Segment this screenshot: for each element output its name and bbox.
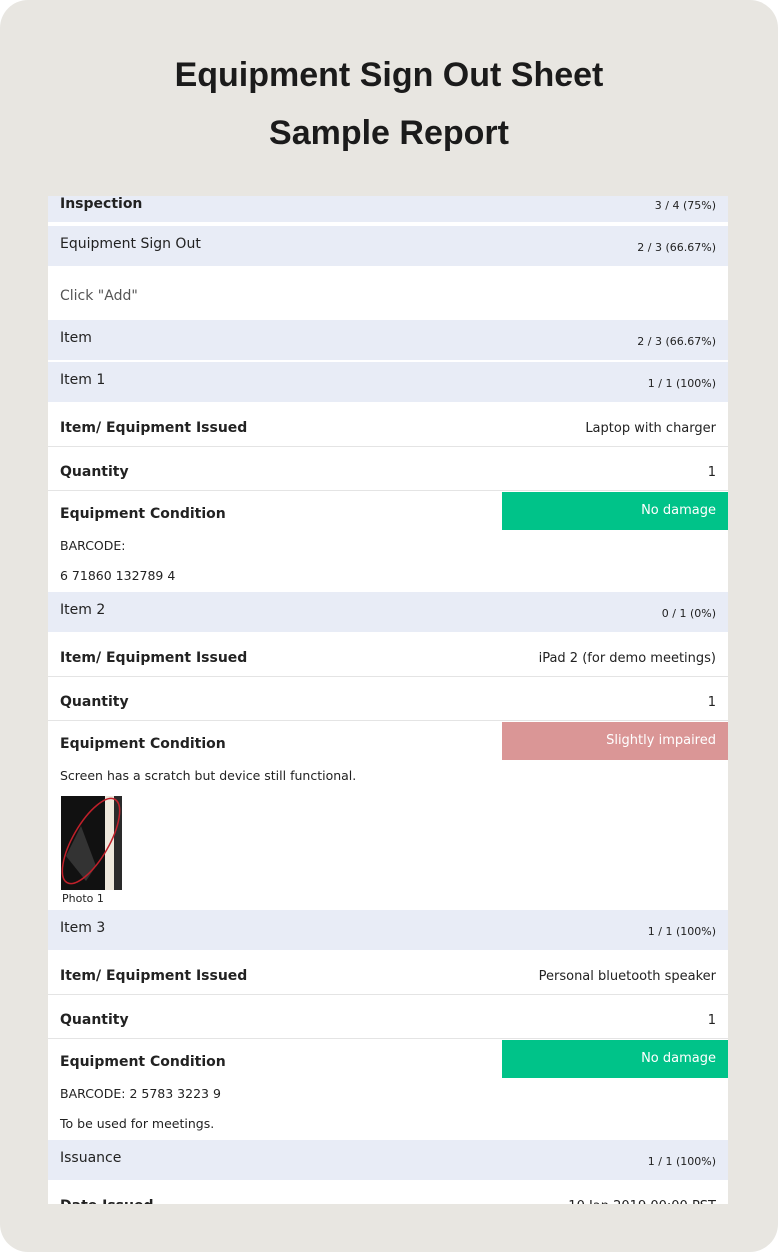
field-value: Personal bluetooth speaker	[538, 969, 716, 984]
field-row: Item/ Equipment Issued Personal bluetooth…	[48, 952, 728, 995]
field-label: Equipment Condition	[60, 1054, 226, 1070]
section-row: Item 3 1 / 1 (100%)	[48, 910, 728, 950]
field-row: Date Issued 10 Jan 2019 00:00 PST	[48, 1182, 728, 1204]
field-value: Laptop with charger	[585, 421, 716, 436]
note-row: BARCODE:	[48, 532, 728, 562]
section-score: 1 / 1 (100%)	[647, 1155, 716, 1168]
condition-row: Equipment Condition Slightly impaired	[48, 722, 728, 762]
field-value: iPad 2 (for demo meetings)	[538, 651, 716, 666]
photo-thumbnail	[61, 796, 122, 890]
field-row: Quantity 1	[48, 448, 728, 491]
field-label: Quantity	[60, 694, 129, 710]
section-score: 0 / 1 (0%)	[661, 607, 716, 620]
note-row: BARCODE: 2 5783 3223 9	[48, 1080, 728, 1110]
field-row: Quantity 1	[48, 996, 728, 1039]
condition-row: Equipment Condition No damage	[48, 1040, 728, 1080]
section-label: Equipment Sign Out	[60, 236, 201, 252]
section-score: 1 / 1 (100%)	[647, 377, 716, 390]
section-row: Item 2 0 / 1 (0%)	[48, 592, 728, 632]
section-score: 3 / 4 (75%)	[654, 199, 716, 212]
field-label: Date Issued	[60, 1198, 154, 1204]
section-row: Item 2 / 3 (66.67%)	[48, 320, 728, 360]
hint-row: Click "Add"	[48, 268, 728, 320]
note-text: BARCODE:	[60, 538, 126, 553]
field-value: 10 Jan 2019 00:00 PST	[568, 1199, 716, 1204]
field-label: Item/ Equipment Issued	[60, 968, 248, 984]
field-row: Item/ Equipment Issued Laptop with charge…	[48, 404, 728, 447]
condition-badge: No damage	[502, 492, 728, 530]
section-row: Item 1 1 / 1 (100%)	[48, 362, 728, 402]
photo-caption: Photo 1	[62, 892, 104, 905]
field-label: Quantity	[60, 1012, 129, 1028]
section-label: Inspection	[60, 196, 143, 212]
section-score: 2 / 3 (66.67%)	[637, 241, 716, 254]
field-label: Quantity	[60, 464, 129, 480]
field-label: Item/ Equipment Issued	[60, 650, 248, 666]
field-value: 1	[707, 1013, 716, 1028]
note-text: To be used for meetings.	[60, 1116, 215, 1131]
section-row: Inspection 3 / 4 (75%)	[48, 196, 728, 222]
note-row: Screen has a scratch but device still fu…	[48, 762, 728, 792]
hint-text: Click "Add"	[60, 288, 138, 304]
field-row: Quantity 1	[48, 678, 728, 721]
note-row: To be used for meetings.	[48, 1110, 728, 1140]
section-label: Item 3	[60, 920, 106, 936]
field-label: Item/ Equipment Issued	[60, 420, 248, 436]
note-text: BARCODE: 2 5783 3223 9	[60, 1086, 221, 1101]
note-row: 6 71860 132789 4	[48, 562, 728, 592]
field-value: 1	[707, 465, 716, 480]
title: Equipment Sign Out Sheet	[174, 56, 604, 94]
section-label: Issuance	[60, 1150, 122, 1166]
field-value: 1	[707, 695, 716, 710]
photo-image	[61, 796, 122, 890]
condition-badge: Slightly impaired	[502, 722, 728, 760]
section-label: Item 2	[60, 602, 106, 618]
section-label: Item	[60, 330, 92, 346]
photo-row: Photo 1	[48, 792, 728, 910]
condition-row: Equipment Condition No damage	[48, 492, 728, 532]
section-row: Issuance 1 / 1 (100%)	[48, 1140, 728, 1180]
field-label: Equipment Condition	[60, 506, 226, 522]
field-row: Item/ Equipment Issued iPad 2 (for demo m…	[48, 634, 728, 677]
subtitle: Sample Report	[269, 114, 509, 152]
condition-badge: No damage	[502, 1040, 728, 1078]
note-text: Screen has a scratch but device still fu…	[60, 768, 357, 783]
section-score: 1 / 1 (100%)	[647, 925, 716, 938]
section-score: 2 / 3 (66.67%)	[637, 335, 716, 348]
report-sheet: Inspection 3 / 4 (75%) Equipment Sign Out 2…	[48, 196, 728, 1204]
note-text: 6 71860 132789 4	[60, 568, 176, 583]
field-label: Equipment Condition	[60, 736, 226, 752]
section-row: Equipment Sign Out 2 / 3 (66.67%)	[48, 226, 728, 266]
section-label: Item 1	[60, 372, 106, 388]
